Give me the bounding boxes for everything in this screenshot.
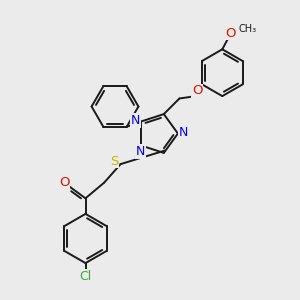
Text: Cl: Cl [80, 270, 92, 283]
Text: S: S [110, 154, 119, 168]
Text: CH₃: CH₃ [238, 24, 256, 34]
Text: N: N [136, 145, 145, 158]
Text: O: O [225, 27, 236, 40]
Text: O: O [59, 176, 70, 189]
Text: O: O [192, 84, 203, 97]
Text: N: N [179, 126, 189, 139]
Text: N: N [131, 114, 140, 127]
